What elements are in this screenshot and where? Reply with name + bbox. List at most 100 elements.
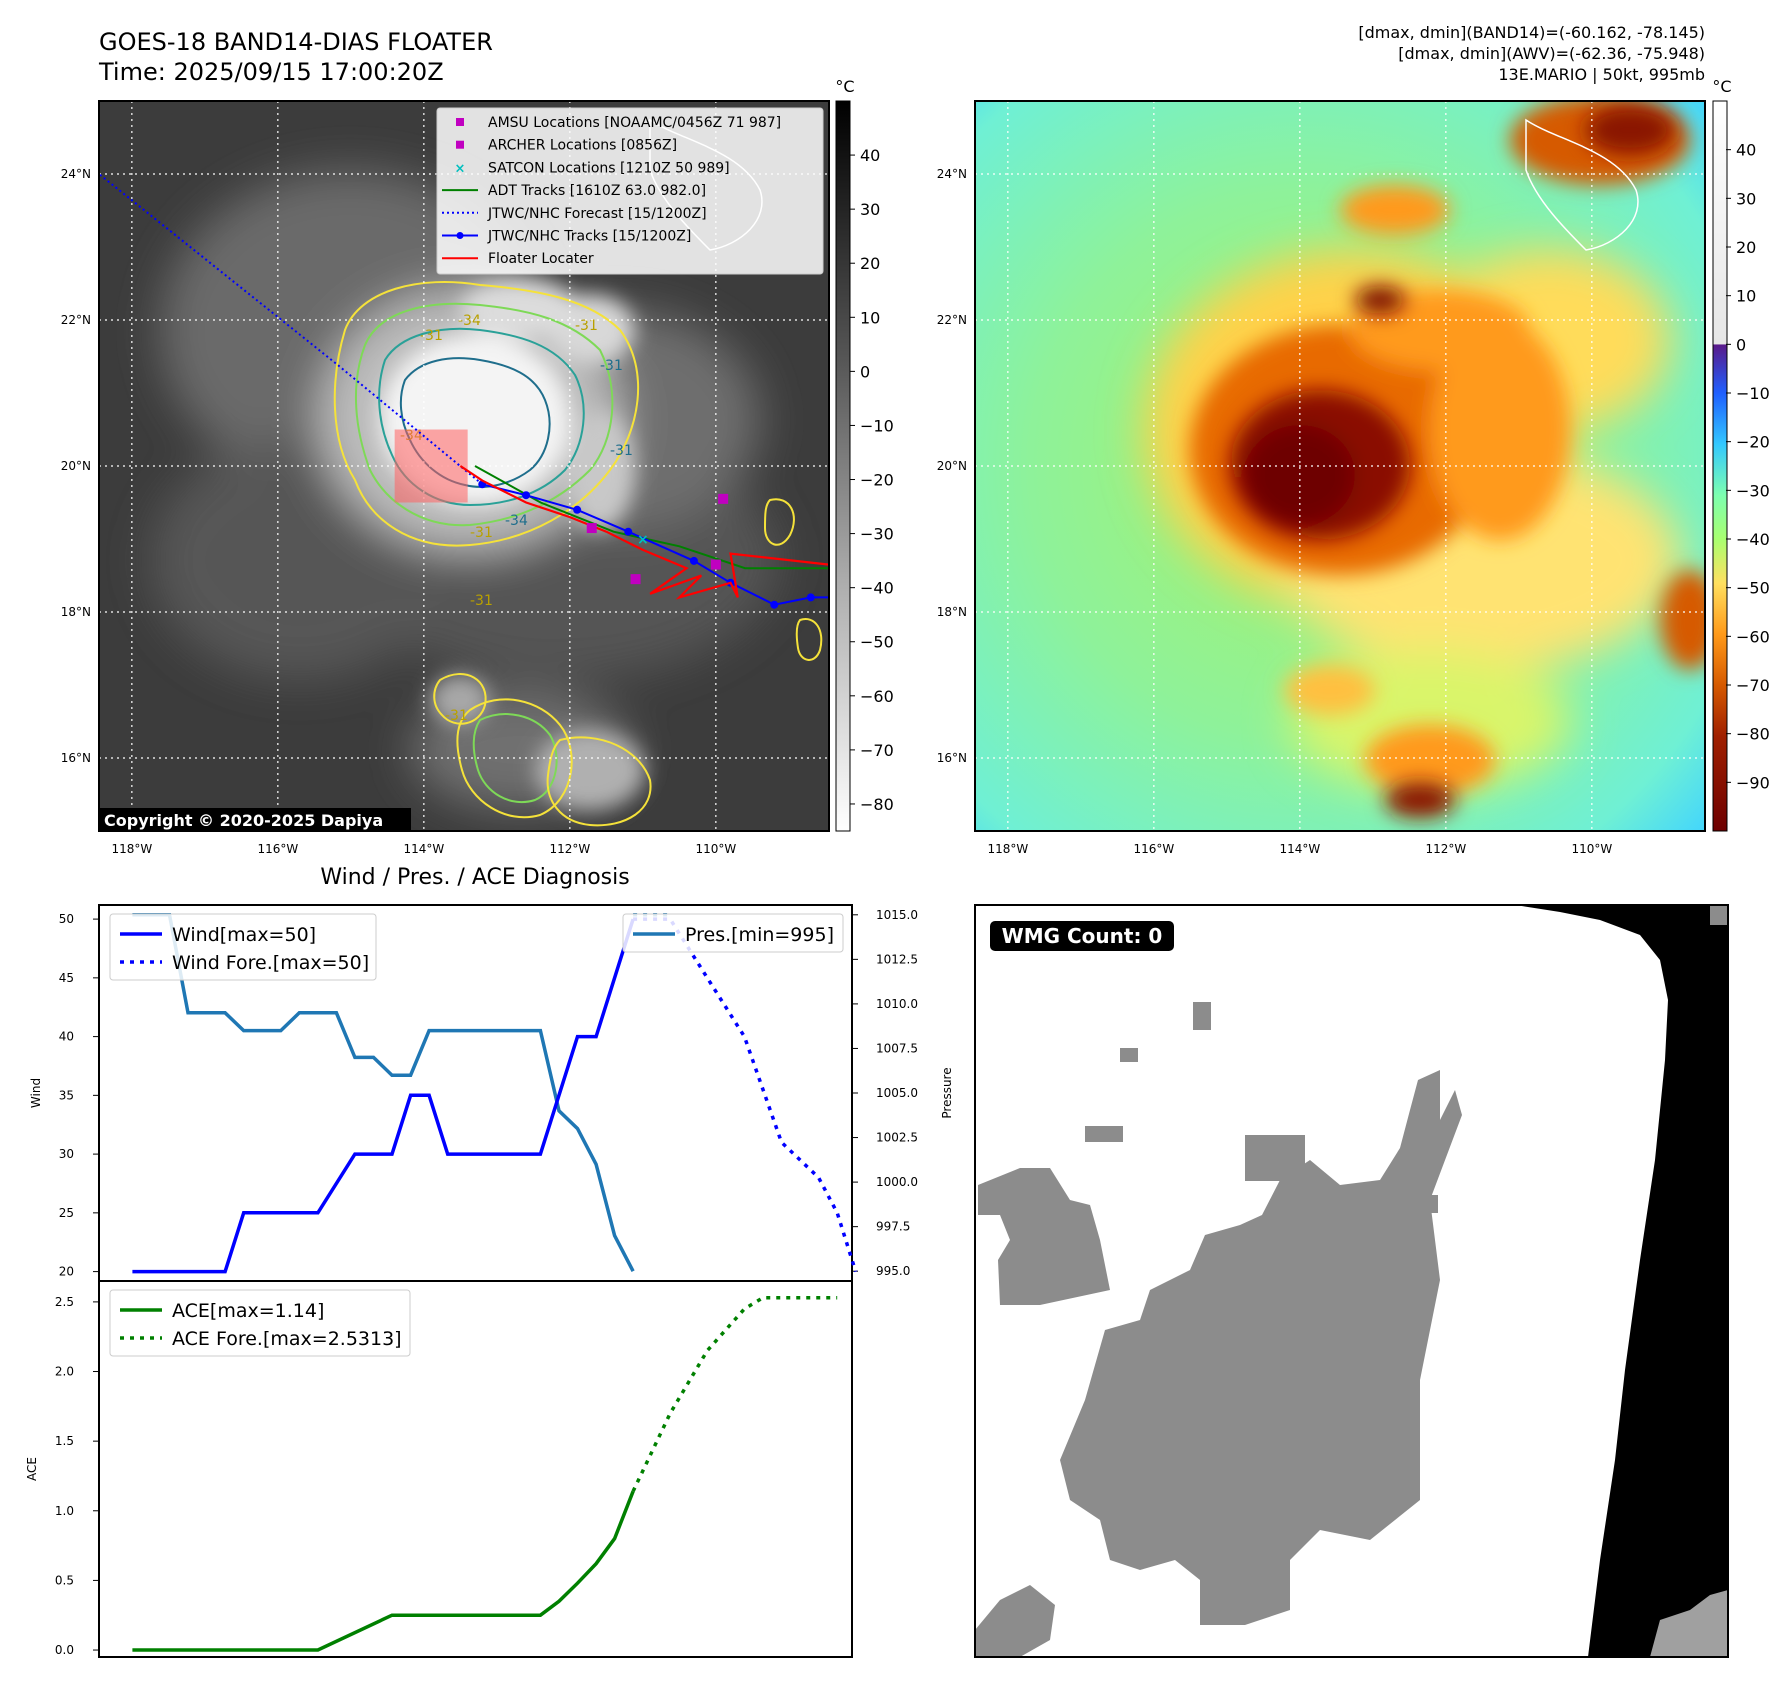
contour-label: -34: [458, 313, 481, 329]
ace-forecast-line: [631, 1295, 838, 1493]
ir-lat-label: 20°N: [61, 459, 91, 473]
diagnosis-ticks: 50 45 40 35 30 25 20 1015.0 1012.5 1010.0 1007.5 10…: [55, 908, 918, 1657]
ir-lon-label: 110°W: [695, 842, 736, 856]
ir-lat-label: 24°N: [61, 167, 91, 181]
info-line-band14: [dmax, dmin](BAND14)=(-60.162, -78.145): [1358, 23, 1705, 42]
wv-imagery: [975, 101, 1705, 831]
floater-box: [394, 429, 468, 503]
ir-legend-label: JTWC/NHC Tracks [15/1200Z]: [487, 229, 691, 245]
ace-legend-label: ACE[max=1.14]: [172, 1300, 324, 1322]
ir-legend-label: ADT Tracks [1610Z 63.0 982.0]: [488, 183, 706, 199]
copyright-text: Copyright © 2020-2025 Dapiya: [104, 811, 383, 830]
pres-tick-label: 1010.0: [876, 997, 918, 1011]
ir-legend-entry: JTWC/NHC Forecast [15/1200Z]: [442, 206, 707, 222]
wind-forecast-line: [633, 917, 858, 1273]
wv-lat-label: 22°N: [937, 313, 967, 327]
pres-tick-label: 1002.5: [876, 1131, 918, 1145]
amsu-point: [718, 493, 729, 504]
wind-tick-label: 35: [59, 1088, 74, 1102]
ir-legend-label: ARCHER Locations [0856Z]: [488, 138, 677, 154]
pres-tick-label: 997.5: [876, 1220, 910, 1234]
wv-colorbar-label: −40: [1736, 530, 1770, 549]
wmg-panel: WMG Count: 0: [974, 904, 1729, 1658]
ace-line: [132, 1490, 635, 1652]
ir-legend: AMSU Locations [NOAAMC/0456Z 71 987] ARCH…: [436, 107, 824, 275]
pres-legend-box: [622, 913, 844, 953]
pres-tick-label: 995.0: [876, 1264, 910, 1278]
wv-colorbar-label: 40: [1736, 141, 1756, 160]
wv-lon-label: 116°W: [1133, 842, 1174, 856]
ir-tracks: ×: [99, 173, 829, 609]
pres-tick-label: 1015.0: [876, 908, 918, 922]
wv-colorbar-label: −90: [1736, 773, 1770, 792]
jtwc-track-point: [689, 556, 698, 565]
wv-colorbar: [1712, 100, 1728, 832]
pres-tick-label: 1005.0: [876, 1086, 918, 1100]
ir-frame: [98, 100, 830, 832]
wv-lon-label: 118°W: [987, 842, 1028, 856]
archer-point: [710, 559, 721, 570]
wind-line: [132, 918, 635, 1274]
ir-lon-label: 116°W: [257, 842, 298, 856]
pres-tick-label: 1007.5: [876, 1041, 918, 1055]
ir-colorbar-label: −70: [860, 741, 894, 760]
ir-colorbar-label: 30: [860, 200, 880, 219]
ir-lat-label: 22°N: [61, 313, 91, 327]
ir-lon-label: 114°W: [403, 842, 444, 856]
ir-imagery: -31-31-31-34-31-31-34-31-34-31 × Copyrig…: [99, 101, 829, 831]
ir-legend-entry: ADT Tracks [1610Z 63.0 982.0]: [442, 183, 706, 199]
wind-tick-label: 25: [59, 1206, 74, 1220]
ace-legend-label: ACE Fore.[max=2.5313]: [172, 1328, 402, 1350]
wv-colorbar-label: −10: [1736, 384, 1770, 403]
jtwc-track-point: [806, 593, 815, 602]
wv-colorbar-label: 30: [1736, 189, 1756, 208]
ir-colorbar-label: 0: [860, 362, 870, 381]
diagnosis-title: Wind / Pres. / ACE Diagnosis: [320, 865, 629, 890]
wv-panel: 24°N 22°N 20°N 18°N 16°N 118°W 116°W 114°W 112°W…: [937, 77, 1770, 856]
wv-colorbar-label: −60: [1736, 627, 1770, 646]
wv-colorbar-label: −70: [1736, 676, 1770, 695]
wv-lat-label: 20°N: [937, 459, 967, 473]
jtwc-track-point: [770, 600, 779, 609]
ir-colorbar-label: −20: [860, 471, 894, 490]
satcon-point: ×: [637, 532, 649, 548]
ir-colorbar-label: −60: [860, 687, 894, 706]
wv-colorbar-label: 10: [1736, 287, 1756, 306]
pres-tick-label: 1012.5: [876, 952, 918, 966]
ir-legend-entry: × SATCON Locations [1210Z 50 989]: [455, 160, 730, 176]
legend-marker: [456, 140, 464, 149]
jtwc-track-point: [522, 491, 531, 500]
info-line-awv: [dmax, dmin](AWV)=(-62.36, -75.948): [1398, 44, 1705, 63]
legend-marker: ×: [455, 161, 466, 176]
wind-tick-label: 50: [59, 912, 74, 926]
ir-legend-label: Floater Locater: [488, 251, 594, 267]
wv-lat-label: 18°N: [937, 605, 967, 619]
contour-label: -31: [600, 358, 623, 374]
pres-legend-label: Pres.[min=995]: [685, 924, 834, 946]
ir-colorbar-label: −30: [860, 525, 894, 544]
wv-axis-labels: 24°N 22°N 20°N 18°N 16°N 118°W 116°W 114°W 112°W…: [937, 167, 1613, 856]
wind-tick-label: 40: [59, 1030, 74, 1044]
pres-legend: Pres.[min=995]: [622, 913, 844, 953]
floater-locater-line: [459, 465, 829, 600]
ir-lon-label: 118°W: [111, 842, 152, 856]
wv-colorbar-label: −20: [1736, 433, 1770, 452]
figure-title: GOES-18 BAND14-DIAS FLOATER: [99, 28, 493, 56]
wind-tick-label: 30: [59, 1147, 74, 1161]
contour-label: -34: [505, 513, 528, 529]
info-line-storm: 13E.MARIO | 50kt, 995mb: [1498, 65, 1705, 84]
ir-panel: -31-31-31-34-31-31-34-31-34-31 × Copyrig…: [61, 77, 894, 856]
wv-colorbar-ticks: 40 30 20 10 0 −10 −20 −30 −40 −50 −60 −70 −80 −90: [1726, 141, 1770, 792]
ace-tick-label: 1.5: [55, 1434, 74, 1448]
wv-gridlines: [975, 101, 1705, 831]
ir-lat-label: 18°N: [61, 605, 91, 619]
legend-marker: [456, 118, 464, 126]
wind-tick-label: 45: [59, 971, 74, 985]
wind-tick-label: 20: [59, 1265, 74, 1279]
wind-ylabel: Wind: [29, 1078, 43, 1108]
ace-tick-label: 2.0: [55, 1365, 74, 1379]
wv-frame: [974, 100, 1706, 832]
ir-legend-entry: ARCHER Locations [0856Z]: [456, 138, 677, 154]
wmg-badge: WMG Count: 0: [990, 921, 1174, 951]
ir-colorbar-label: 10: [860, 308, 880, 327]
